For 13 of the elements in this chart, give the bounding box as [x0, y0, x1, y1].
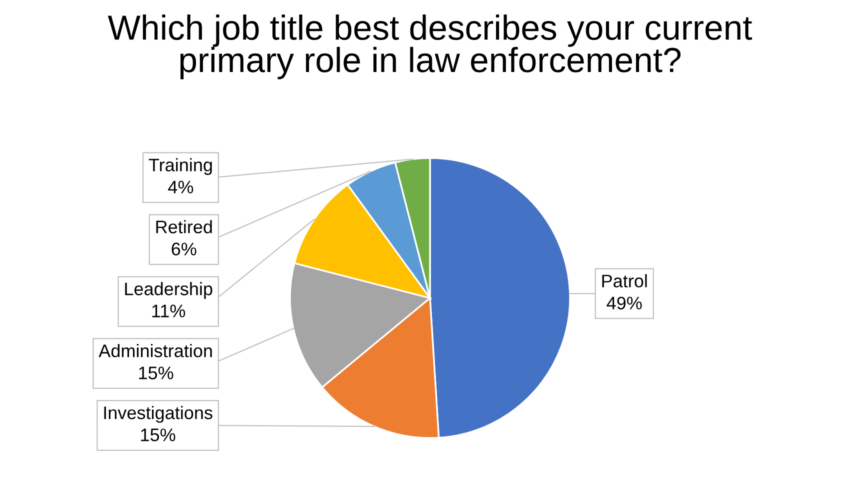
data-label: 15% [141, 428, 176, 442]
slice-label: Investigations [104, 406, 212, 423]
slice-label: Patrol [602, 274, 647, 288]
chart-title: Which job title best describes your current primary role in law enforcement? [108, 14, 752, 80]
data-label: 4% [168, 180, 194, 194]
slice-label: Administration [98, 344, 212, 358]
data-label: 49% [606, 296, 642, 310]
slice-label: Leadership [125, 282, 212, 299]
slice-label: Training [148, 158, 212, 175]
slice-label: Retired [156, 220, 212, 234]
data-label: 6% [172, 242, 196, 256]
data-label: 11% [152, 304, 186, 318]
data-label: 15% [139, 366, 174, 380]
